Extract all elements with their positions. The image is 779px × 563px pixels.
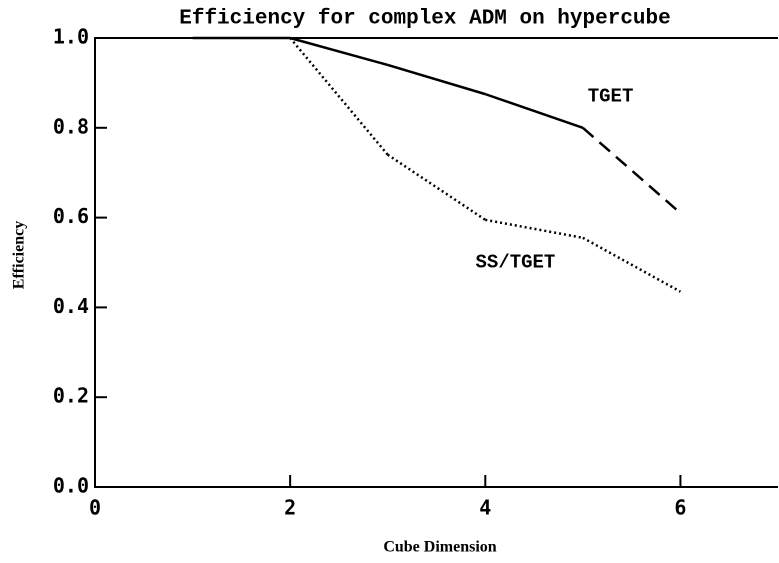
line-segment	[289, 36, 389, 67]
line-segment	[582, 126, 682, 215]
series-label: SS/TGET	[476, 252, 556, 274]
y-tick-label: 0.6	[53, 204, 89, 228]
line-segment	[485, 218, 584, 240]
x-tick-label: 0	[89, 496, 101, 520]
x-axis-label: Cube Dimension	[383, 539, 496, 556]
series-label: TGET	[588, 85, 634, 107]
y-tick-label: 0.2	[53, 384, 89, 408]
y-tick-label: 0.8	[53, 114, 89, 138]
line-segment	[387, 63, 486, 96]
x-tick-label: 2	[284, 496, 296, 520]
x-tick-label: 6	[674, 496, 686, 520]
line-segment	[582, 236, 682, 293]
y-tick-label: 0.0	[53, 474, 89, 498]
chart-title: Efficiency for complex ADM on hypercube	[179, 8, 670, 31]
line-segment	[387, 153, 486, 221]
line-segment	[484, 92, 584, 129]
x-tick-label: 4	[479, 496, 491, 520]
y-axis-label: Efficiency	[11, 221, 28, 289]
y-tick-label: 1.0	[53, 25, 89, 49]
y-tick-label: 0.4	[53, 294, 89, 318]
frame	[94, 37, 778, 488]
line-segment	[289, 37, 389, 156]
